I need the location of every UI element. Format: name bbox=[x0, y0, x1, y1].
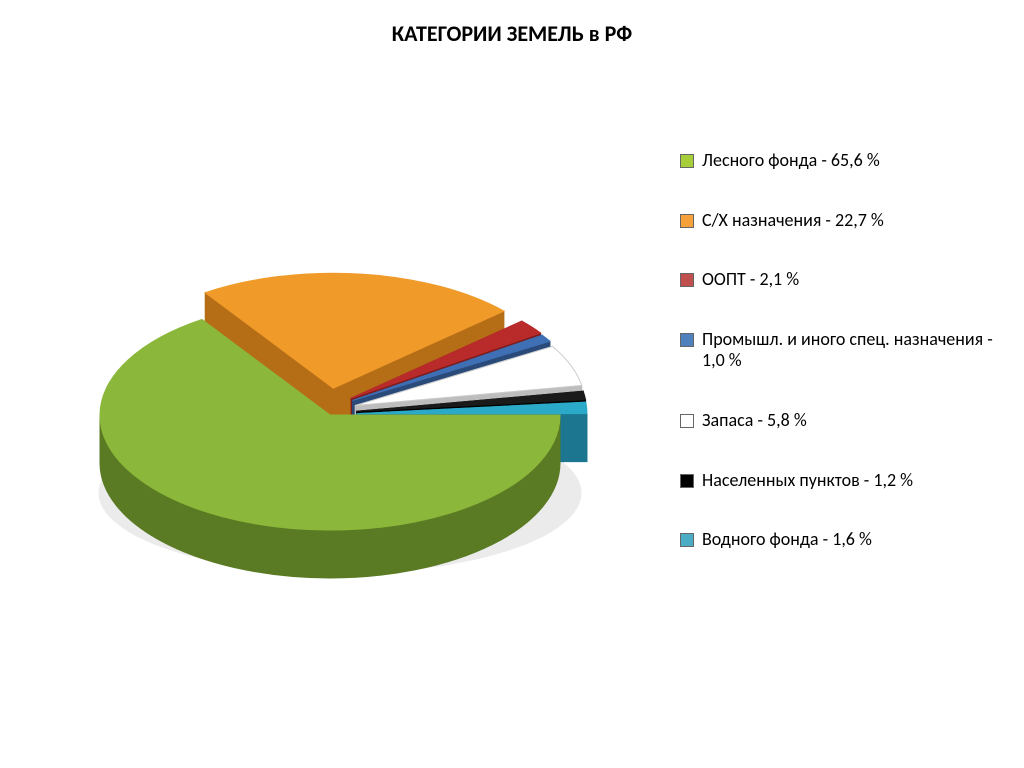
legend-label: ООПТ - 2,1 % bbox=[702, 269, 1010, 291]
legend-item: Запаса - 5,8 % bbox=[680, 410, 1010, 432]
legend-label: Промышл. и иного спец. назначения - 1,0 … bbox=[702, 329, 1010, 372]
legend-swatch-icon bbox=[680, 333, 694, 347]
legend-item: ООПТ - 2,1 % bbox=[680, 269, 1010, 291]
legend-label: Населенных пунктов - 1,2 % bbox=[702, 470, 1010, 492]
legend-swatch-icon bbox=[680, 533, 694, 547]
legend-swatch-icon bbox=[680, 273, 694, 287]
legend-swatch-icon bbox=[680, 154, 694, 168]
legend-swatch-icon bbox=[680, 214, 694, 228]
legend-label: Водного фонда - 1,6 % bbox=[702, 529, 1010, 551]
legend-item: Промышл. и иного спец. назначения - 1,0 … bbox=[680, 329, 1010, 372]
chart-title: КАТЕГОРИИ ЗЕМЕЛЬ в РФ bbox=[0, 20, 1024, 47]
legend-item: Населенных пунктов - 1,2 % bbox=[680, 470, 1010, 492]
legend-label: Лесного фонда - 65,6 % bbox=[702, 150, 1010, 172]
legend-label: С/Х назначения - 22,7 % bbox=[702, 210, 1010, 232]
legend-label: Запаса - 5,8 % bbox=[702, 410, 1010, 432]
legend: Лесного фонда - 65,6 % С/Х назначения - 2… bbox=[680, 150, 1010, 589]
legend-swatch-icon bbox=[680, 414, 694, 428]
chart-root: КАТЕГОРИИ ЗЕМЕЛЬ в РФ Лесного фонда - 65… bbox=[0, 0, 1024, 768]
legend-item: Лесного фонда - 65,6 % bbox=[680, 150, 1010, 172]
legend-item: Водного фонда - 1,6 % bbox=[680, 529, 1010, 551]
legend-swatch-icon bbox=[680, 474, 694, 488]
pie-chart bbox=[20, 150, 640, 670]
legend-item: С/Х назначения - 22,7 % bbox=[680, 210, 1010, 232]
